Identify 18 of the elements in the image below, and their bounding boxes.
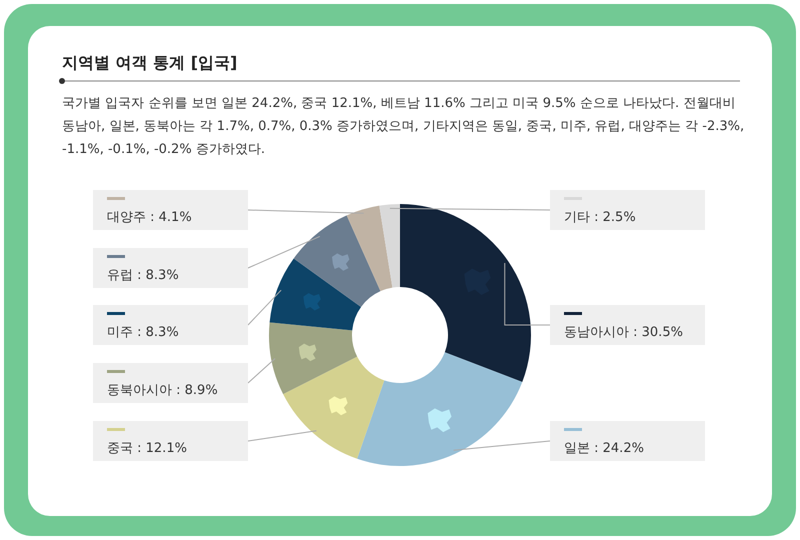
chart-title: 지역별 여객 통계 [입국] <box>62 53 238 72</box>
legend-label: 대양주 : 4.1% <box>107 210 192 225</box>
donut-slice <box>379 204 400 288</box>
donut-slice <box>269 322 358 394</box>
donut-slice <box>270 258 362 330</box>
legend-label: 유럽 : 8.3% <box>107 268 179 283</box>
legend-label: 동북아시아 : 8.9% <box>107 383 218 398</box>
legend-label: 중국 : 12.1% <box>107 441 187 456</box>
donut-slice <box>346 206 392 292</box>
chart-subtitle: 국가별 입국자 순위를 보면 일본 24.2%, 중국 12.1%, 베트남 11.6% 그리고 미국 9.5% 순으로 나타났다. 전월대비 동남아, 일본, 동북아는 각 1.7%, 0.7%, 0.3% 증가하였으며, 기타지역은 동일, 중국, 미주, 유럽, 대양주는 각 -2.3%, -1.1%, -0.1%, -0.2% 증가하였다. <box>62 95 746 159</box>
donut-slice <box>283 356 384 459</box>
donut-slice <box>400 204 531 382</box>
donut-slice <box>357 352 522 466</box>
legend-label: 기타 : 2.5% <box>564 210 636 225</box>
donut-slice <box>294 215 380 307</box>
legend-label: 동남아시아 : 30.5% <box>564 325 683 340</box>
legend-label: 일본 : 24.2% <box>564 441 644 456</box>
legend-label: 미주 : 8.3% <box>107 325 179 340</box>
